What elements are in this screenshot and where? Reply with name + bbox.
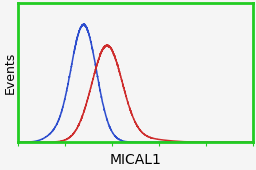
X-axis label: MICAL1: MICAL1	[109, 152, 161, 167]
Y-axis label: Events: Events	[4, 52, 16, 94]
